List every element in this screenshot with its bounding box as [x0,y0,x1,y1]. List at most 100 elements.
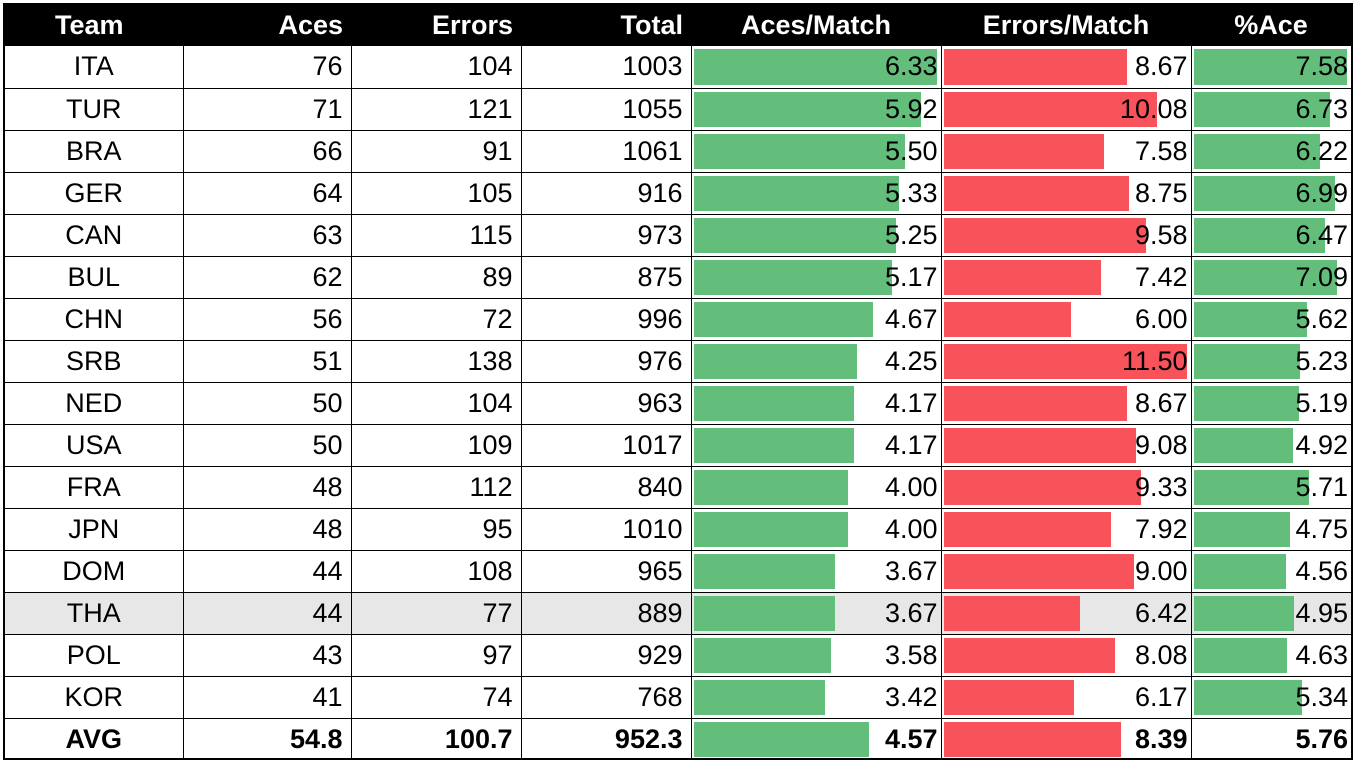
cell-errors[interactable]: 104 [350,46,521,88]
cell-total[interactable]: 1017 [520,424,691,466]
cell-total[interactable]: 840 [520,466,691,508]
cell-epm[interactable]: 6.42 [940,592,1191,634]
cell-total[interactable]: 1061 [520,130,691,172]
cell-epm[interactable]: 9.08 [940,424,1191,466]
cell-errors[interactable]: 121 [350,88,521,130]
cell-epm[interactable]: 8.67 [940,382,1191,424]
cell-epm[interactable]: 9.33 [940,466,1191,508]
header-team[interactable]: Team [55,10,124,40]
cell-total[interactable]: 965 [520,550,691,592]
cell-total[interactable]: 916 [520,172,691,214]
cell-total[interactable]: 1003 [520,46,691,88]
cell-team[interactable]: KOR [64,681,123,712]
cell-epm[interactable]: 6.17 [940,676,1191,718]
cell-aces[interactable]: 44 [182,592,351,634]
cell-apm[interactable]: 5.25 [690,214,941,256]
cell-errors[interactable]: 89 [350,256,521,298]
cell-epm[interactable]: 9.00 [940,550,1191,592]
cell-total[interactable]: 929 [520,634,691,676]
cell-total[interactable]: 768 [520,676,691,718]
cell-aces[interactable]: 63 [182,214,351,256]
cell-errors[interactable]: 91 [350,130,521,172]
cell-team[interactable]: NED [65,387,123,418]
header-errors-per-match[interactable]: Errors/Match [982,10,1150,40]
header-pct-ace[interactable]: %Ace [1234,10,1308,40]
cell-pct[interactable]: 6.73 [1190,88,1351,130]
cell-apm[interactable]: 4.00 [690,466,941,508]
cell-aces[interactable]: 54.8 [182,718,351,760]
cell-pct[interactable]: 4.95 [1190,592,1351,634]
cell-apm[interactable]: 4.67 [690,298,941,340]
cell-team[interactable]: CAN [65,219,123,250]
cell-epm[interactable]: 11.50 [940,340,1191,382]
cell-team[interactable]: DOM [62,555,126,586]
cell-errors[interactable]: 138 [350,340,521,382]
cell-errors[interactable]: 77 [350,592,521,634]
cell-pct[interactable]: 5.71 [1190,466,1351,508]
cell-errors[interactable]: 105 [350,172,521,214]
cell-apm[interactable]: 3.67 [690,550,941,592]
cell-pct[interactable]: 4.92 [1190,424,1351,466]
cell-epm[interactable]: 7.92 [940,508,1191,550]
cell-apm[interactable]: 5.92 [690,88,941,130]
cell-aces[interactable]: 41 [182,676,351,718]
cell-team[interactable]: AVG [65,723,122,754]
cell-pct[interactable]: 5.62 [1190,298,1351,340]
cell-pct[interactable]: 6.22 [1190,130,1351,172]
cell-apm[interactable]: 4.17 [690,382,941,424]
cell-apm[interactable]: 5.50 [690,130,941,172]
cell-errors[interactable]: 115 [350,214,521,256]
cell-aces[interactable]: 76 [182,46,351,88]
cell-pct[interactable]: 7.58 [1190,46,1351,88]
cell-total[interactable]: 952.3 [520,718,691,760]
cell-team[interactable]: SRB [65,345,122,376]
cell-errors[interactable]: 95 [350,508,521,550]
cell-errors[interactable]: 97 [350,634,521,676]
cell-team[interactable]: FRA [66,471,121,502]
cell-apm[interactable]: 4.57 [690,718,941,760]
cell-team[interactable]: BRA [65,135,122,166]
cell-errors[interactable]: 100.7 [350,718,521,760]
header-errors[interactable]: Errors [431,10,513,40]
cell-aces[interactable]: 44 [182,550,351,592]
cell-total[interactable]: 889 [520,592,691,634]
cell-total[interactable]: 1055 [520,88,691,130]
cell-aces[interactable]: 50 [182,424,351,466]
cell-aces[interactable]: 51 [182,340,351,382]
header-total[interactable]: Total [620,10,684,40]
cell-epm[interactable]: 7.58 [940,130,1191,172]
cell-team[interactable]: GER [64,177,123,208]
cell-epm[interactable]: 8.75 [940,172,1191,214]
cell-team[interactable]: POL [66,639,121,670]
cell-aces[interactable]: 62 [182,256,351,298]
cell-apm[interactable]: 5.33 [690,172,941,214]
cell-pct[interactable]: 5.34 [1190,676,1351,718]
cell-errors[interactable]: 74 [350,676,521,718]
cell-pct[interactable]: 4.63 [1190,634,1351,676]
cell-aces[interactable]: 43 [182,634,351,676]
cell-errors[interactable]: 109 [350,424,521,466]
cell-apm[interactable]: 6.33 [690,46,941,88]
cell-aces[interactable]: 64 [182,172,351,214]
cell-total[interactable]: 963 [520,382,691,424]
cell-errors[interactable]: 112 [350,466,521,508]
cell-total[interactable]: 875 [520,256,691,298]
cell-apm[interactable]: 4.17 [690,424,941,466]
cell-epm[interactable]: 8.08 [940,634,1191,676]
cell-team[interactable]: THA [66,597,121,628]
cell-aces[interactable]: 56 [182,298,351,340]
cell-errors[interactable]: 72 [350,298,521,340]
cell-pct[interactable]: 6.99 [1190,172,1351,214]
cell-pct[interactable]: 4.75 [1190,508,1351,550]
cell-apm[interactable]: 3.42 [690,676,941,718]
cell-epm[interactable]: 6.00 [940,298,1191,340]
cell-aces[interactable]: 50 [182,382,351,424]
cell-total[interactable]: 996 [520,298,691,340]
cell-epm[interactable]: 8.67 [940,46,1191,88]
cell-apm[interactable]: 4.00 [690,508,941,550]
cell-team[interactable]: TUR [66,93,122,124]
cell-pct[interactable]: 4.56 [1190,550,1351,592]
cell-errors[interactable]: 104 [350,382,521,424]
cell-aces[interactable]: 48 [182,508,351,550]
cell-epm[interactable]: 9.58 [940,214,1191,256]
